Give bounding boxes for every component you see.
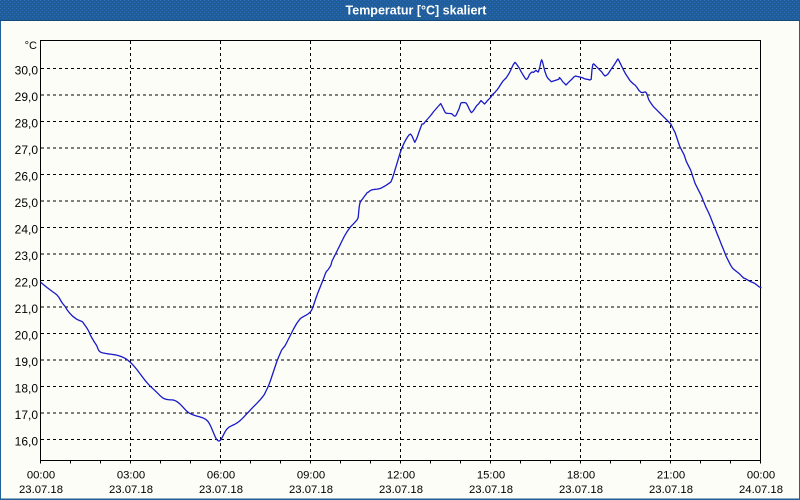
svg-text:25,0: 25,0: [15, 196, 39, 210]
svg-text:00:00: 00:00: [27, 470, 55, 482]
svg-text:18:00: 18:00: [567, 470, 595, 482]
svg-text:23.07.18: 23.07.18: [559, 484, 603, 496]
svg-text:°C: °C: [25, 40, 37, 52]
svg-text:19,0: 19,0: [15, 355, 39, 369]
svg-text:18,0: 18,0: [15, 382, 39, 396]
svg-text:23,0: 23,0: [15, 249, 39, 263]
svg-text:23.07.18: 23.07.18: [649, 484, 693, 496]
svg-text:17,0: 17,0: [15, 408, 39, 422]
svg-text:23.07.18: 23.07.18: [19, 484, 63, 496]
svg-text:15:00: 15:00: [477, 470, 505, 482]
svg-text:24.07.18: 24.07.18: [739, 484, 783, 496]
svg-text:00:00: 00:00: [747, 470, 775, 482]
svg-text:30,0: 30,0: [15, 64, 39, 78]
svg-text:24,0: 24,0: [15, 223, 39, 237]
svg-text:12:00: 12:00: [387, 470, 415, 482]
svg-text:23.07.18: 23.07.18: [289, 484, 333, 496]
svg-text:26,0: 26,0: [15, 170, 39, 184]
svg-text:22,0: 22,0: [15, 276, 39, 290]
svg-text:03:00: 03:00: [117, 470, 145, 482]
svg-text:23.07.18: 23.07.18: [379, 484, 423, 496]
svg-text:23.07.18: 23.07.18: [109, 484, 153, 496]
svg-text:06:00: 06:00: [207, 470, 235, 482]
svg-text:28,0: 28,0: [15, 117, 39, 131]
svg-text:21:00: 21:00: [657, 470, 685, 482]
svg-text:27,0: 27,0: [15, 143, 39, 157]
svg-text:23.07.18: 23.07.18: [199, 484, 243, 496]
svg-text:23.07.18: 23.07.18: [469, 484, 513, 496]
svg-text:09:00: 09:00: [297, 470, 325, 482]
svg-text:29,0: 29,0: [15, 90, 39, 104]
svg-text:16,0: 16,0: [15, 435, 39, 449]
svg-text:Temperatur [°C] skaliert: Temperatur [°C] skaliert: [346, 4, 488, 18]
svg-text:21,0: 21,0: [15, 302, 39, 316]
svg-text:20,0: 20,0: [15, 329, 39, 343]
